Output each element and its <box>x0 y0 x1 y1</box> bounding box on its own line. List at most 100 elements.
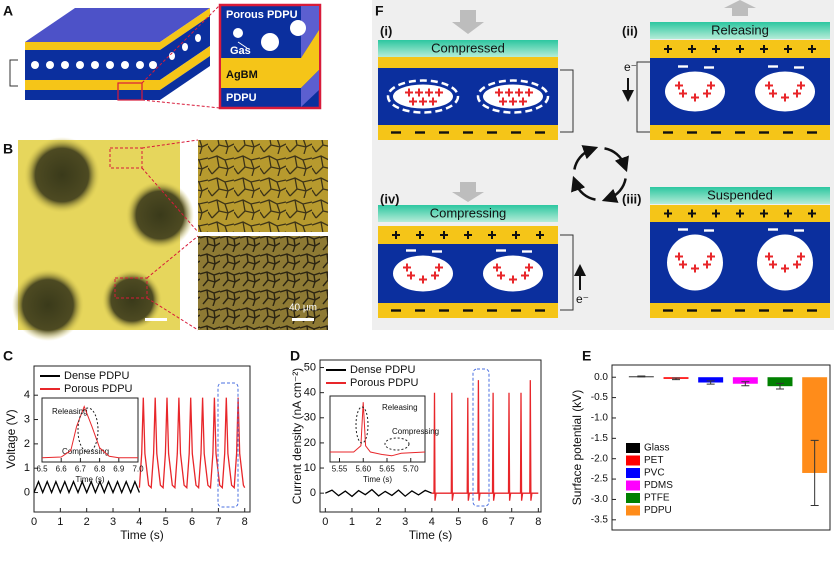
charge <box>406 249 416 252</box>
legend-label: PVC <box>644 468 665 479</box>
legend-label: Glass <box>644 443 670 454</box>
charge <box>807 131 817 134</box>
charge <box>467 231 469 239</box>
y-axis-label: Surface potential (kV) <box>570 390 584 505</box>
charge <box>687 131 697 134</box>
charge <box>512 275 514 284</box>
pore <box>261 33 279 51</box>
y-tick-label: 0.0 <box>594 372 608 383</box>
x-tick-label: 6.6 <box>56 464 68 473</box>
electron-label: e⁻ <box>624 60 637 74</box>
charge <box>439 131 449 134</box>
x-tick-label: 0 <box>322 516 328 528</box>
layer <box>301 70 319 107</box>
charge <box>800 252 802 261</box>
legend-swatch <box>626 505 640 516</box>
x-tick-label: 6 <box>189 516 195 528</box>
charge <box>759 131 769 134</box>
panel-f: F Compressed (i) Releasing (ii) Suspended (ii… <box>372 0 834 330</box>
pore <box>665 71 725 112</box>
charge <box>710 81 712 90</box>
bar <box>732 377 758 384</box>
panel-b: B 40 μm <box>3 137 328 341</box>
state-label: Suspended <box>707 187 773 202</box>
cycle-arrow <box>604 147 629 173</box>
legend-label: Porous PDPU <box>350 377 419 389</box>
charge <box>439 309 449 312</box>
charge <box>811 209 813 218</box>
charge <box>768 65 778 68</box>
charge <box>768 228 778 231</box>
bracket <box>9 59 18 87</box>
pore <box>290 20 306 36</box>
series-line <box>330 402 426 457</box>
charge <box>496 249 506 252</box>
pointer <box>237 41 248 49</box>
y-tick-label: 0 <box>24 486 30 498</box>
legend-label: PDPU <box>644 505 672 516</box>
legend-label: Dense PDPU <box>64 370 129 382</box>
plot-frame <box>41 397 139 463</box>
press-arrow <box>724 0 756 16</box>
charge <box>438 88 440 97</box>
layer <box>160 56 210 100</box>
x-axis-label: Time (s) <box>75 475 104 484</box>
scale-bar <box>145 318 167 321</box>
y-axis-label: Current density (nA cm⁻²) <box>290 368 304 504</box>
charge <box>391 131 401 134</box>
pore-image <box>126 181 194 249</box>
series-line <box>138 397 246 490</box>
layer-label: PDPU <box>226 92 257 104</box>
circuit <box>560 69 574 133</box>
charge <box>735 131 745 134</box>
charge <box>694 264 696 273</box>
charge <box>500 271 502 280</box>
charge <box>694 93 696 102</box>
x-tick-label: 1 <box>349 516 355 528</box>
y-tick-label: -2.5 <box>591 474 609 485</box>
x-tick-label: 3 <box>402 516 408 528</box>
panel-label: F <box>375 3 384 19</box>
charge <box>412 97 414 106</box>
panel-label: B <box>3 141 13 157</box>
y-tick-label: 0 <box>310 487 316 499</box>
pore <box>667 234 723 291</box>
charge <box>491 231 493 239</box>
charge <box>678 65 688 68</box>
legend-label: PDMS <box>644 480 673 491</box>
state-id: (ii) <box>622 23 638 38</box>
charge <box>528 88 530 97</box>
charge <box>796 89 798 98</box>
x-tick-label: 0 <box>31 516 37 528</box>
cycle-arrow <box>571 175 596 201</box>
bar <box>698 377 724 383</box>
scale-label: 40 μm <box>289 303 317 314</box>
error-bar <box>810 439 819 507</box>
charge <box>415 309 425 312</box>
legend-label: Dense PDPU <box>350 364 415 376</box>
layer <box>378 57 558 68</box>
charge <box>763 45 765 53</box>
y-tick-label: -3.5 <box>591 514 609 525</box>
charge <box>415 131 425 134</box>
charge <box>512 97 514 106</box>
charge <box>539 231 541 239</box>
x-tick-label: 5.70 <box>403 464 419 473</box>
state-id: (i) <box>380 23 392 38</box>
electrode-plate <box>378 40 558 57</box>
series-line <box>431 380 539 501</box>
micrograph <box>198 140 328 232</box>
state-id: (iii) <box>622 191 642 206</box>
charge <box>682 89 684 98</box>
charge <box>800 81 802 90</box>
y-tick-label: -3.0 <box>591 494 609 505</box>
charge <box>438 263 440 272</box>
state-label: Releasing <box>711 22 769 37</box>
charge <box>691 209 693 218</box>
charge <box>428 88 430 97</box>
series-line <box>41 405 138 459</box>
legend-label: PET <box>644 455 663 466</box>
electron-label: e⁻ <box>576 292 589 306</box>
series-line <box>33 479 141 495</box>
